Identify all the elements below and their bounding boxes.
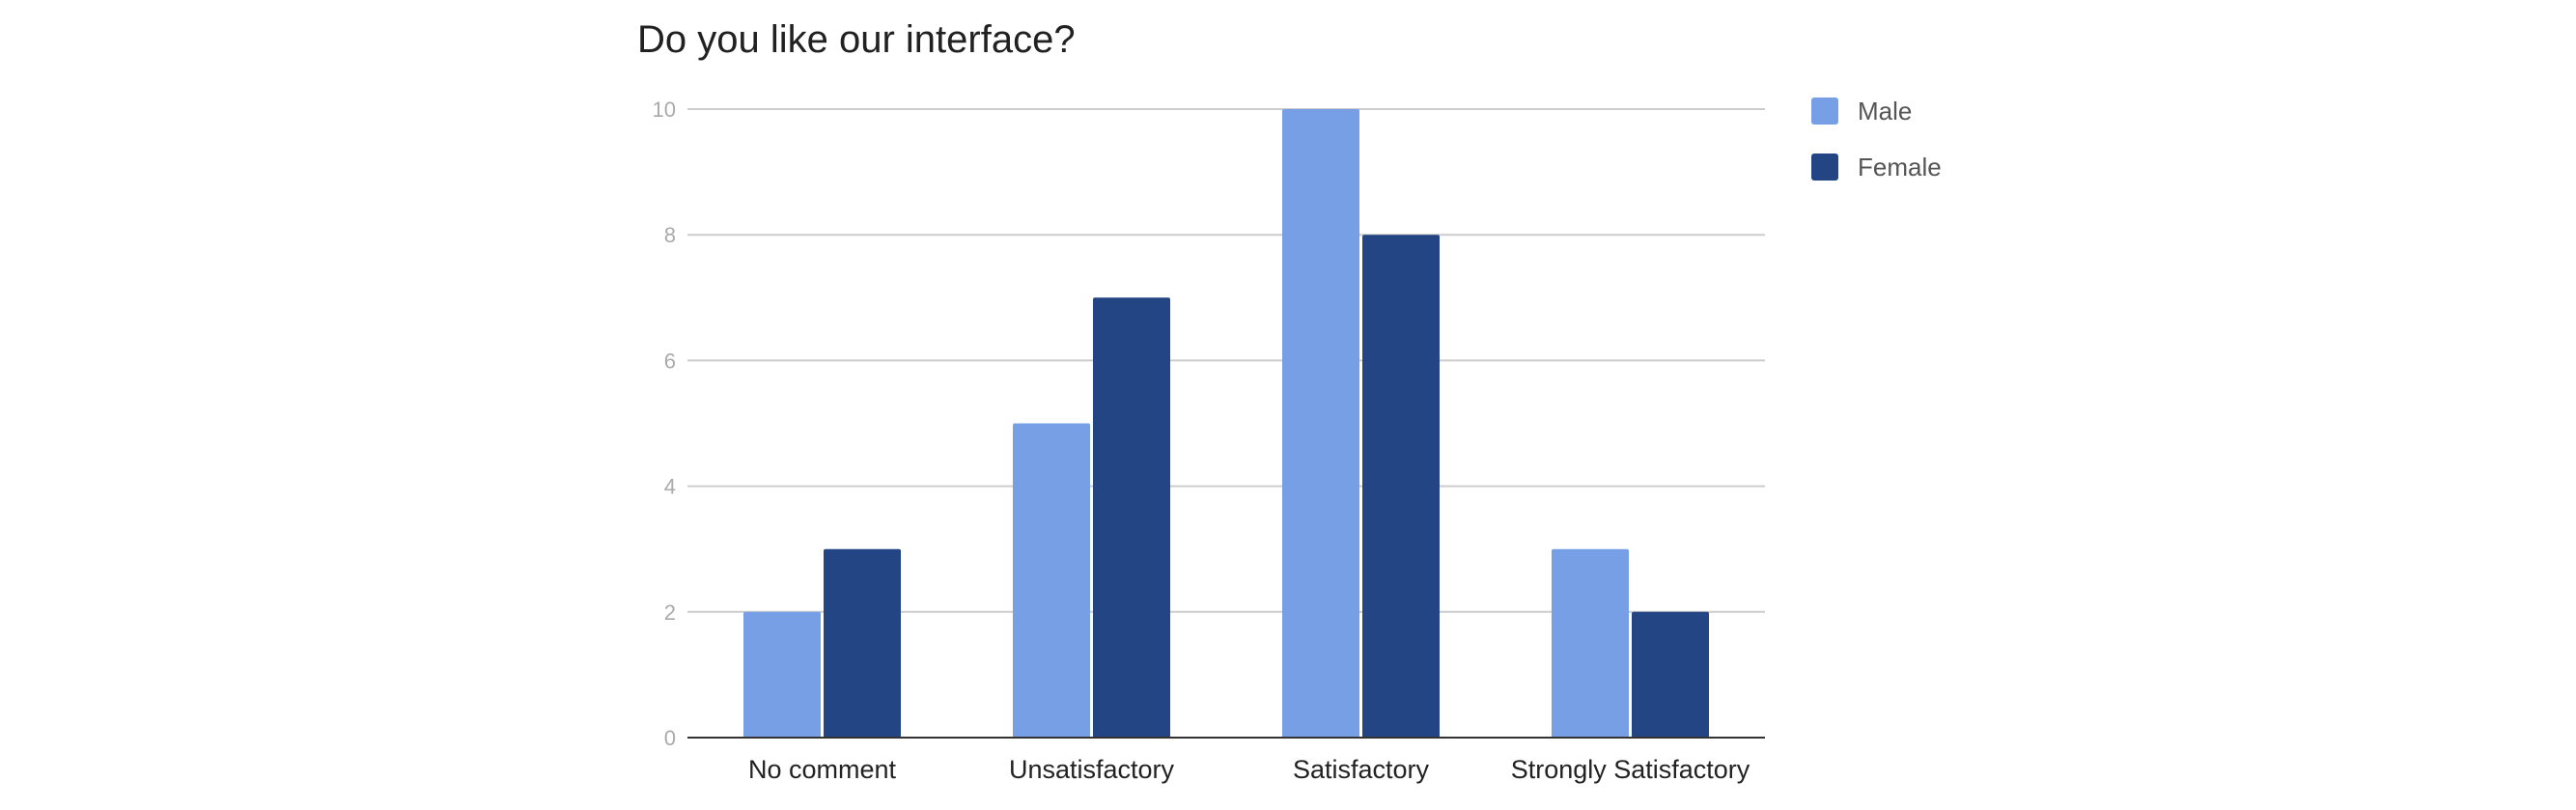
y-tick-label: 6 [664,349,676,373]
y-tick-label: 8 [664,223,676,247]
x-category-label: Strongly Satisfactory [1511,755,1750,784]
bar-female-1 [1093,297,1170,738]
y-tick-label: 2 [664,601,676,625]
bars [743,109,1709,738]
bar-female-3 [1632,611,1709,738]
bar-male-0 [743,611,821,738]
y-tick-label: 10 [653,98,676,122]
bar-male-1 [1013,423,1090,738]
gridlines [687,108,1765,613]
legend-swatch-female [1811,154,1838,181]
bar-male-2 [1282,109,1359,738]
x-category-label: Unsatisfactory [1009,755,1175,784]
legend-label-male: Male [1858,97,1912,126]
bar-male-3 [1552,548,1629,738]
legend: Male Female [1811,97,1942,182]
bar-female-2 [1362,235,1440,738]
x-category-label: Satisfactory [1293,755,1430,784]
chart-title: Do you like our interface? [637,18,1076,61]
bar-female-0 [824,548,901,738]
y-axis-ticks: 0 2 4 6 8 10 [653,98,676,750]
y-tick-label: 4 [664,475,676,499]
legend-label-female: Female [1858,153,1942,182]
x-category-label: No comment [748,755,897,784]
x-axis-categories: No comment Unsatisfactory Satisfactory Stro… [748,755,1750,784]
y-tick-label: 0 [664,726,676,750]
legend-swatch-male [1811,98,1838,125]
